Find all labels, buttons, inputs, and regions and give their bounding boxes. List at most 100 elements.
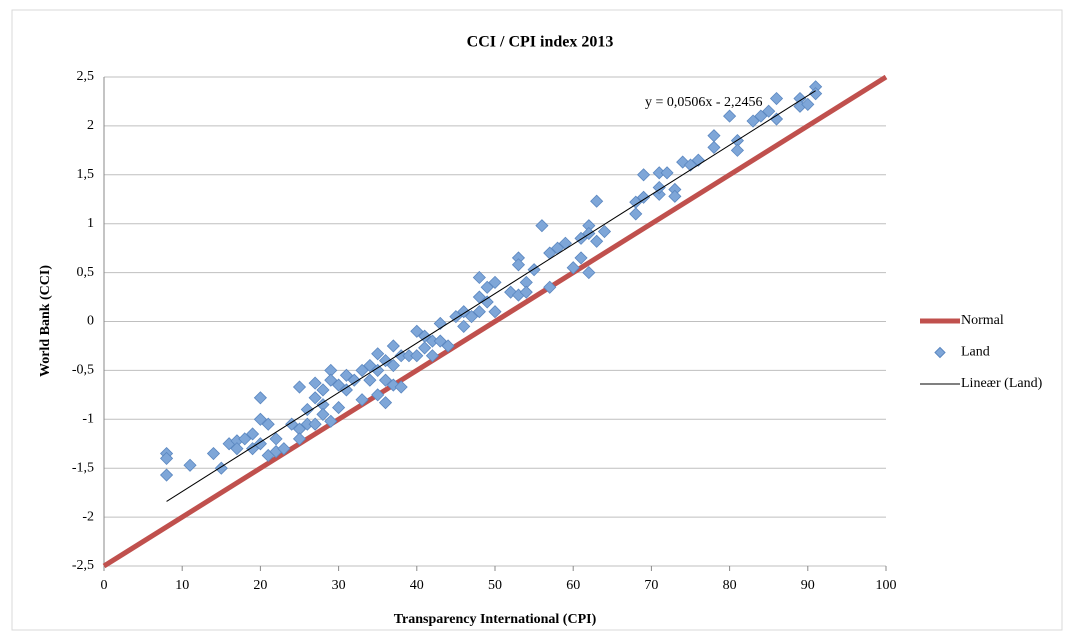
scatter-point bbox=[480, 295, 494, 309]
scatter-point bbox=[746, 114, 760, 128]
scatter-point bbox=[410, 349, 424, 363]
x-tick-label: 20 bbox=[253, 578, 267, 593]
scatter-point bbox=[762, 104, 776, 118]
scatter-point bbox=[378, 373, 393, 387]
y-tick-label: 0,5 bbox=[77, 265, 95, 280]
scatter-point bbox=[754, 109, 768, 123]
scatter-point bbox=[730, 143, 744, 157]
scatter-point bbox=[394, 380, 408, 394]
y-tick-label: 2,5 bbox=[77, 69, 95, 84]
x-tick-label: 10 bbox=[175, 578, 189, 593]
series-line bbox=[166, 90, 816, 502]
y-tick-label: -0,5 bbox=[72, 363, 94, 378]
scatter-point bbox=[449, 310, 463, 324]
y-tick-label: 1,5 bbox=[77, 167, 95, 182]
scatter-point bbox=[488, 275, 502, 289]
scatter-point bbox=[363, 358, 377, 373]
series-line bbox=[102, 74, 888, 569]
scatter-point bbox=[457, 319, 471, 333]
scatter-point bbox=[535, 219, 549, 233]
chart-title: CCI / CPI index 2013 bbox=[467, 34, 614, 51]
scatter-point bbox=[308, 417, 322, 431]
y-axis-label: World Bank (CCI) bbox=[38, 265, 53, 377]
scatter-point bbox=[637, 168, 651, 182]
scatter-point bbox=[519, 285, 533, 299]
scatter-point bbox=[629, 207, 643, 221]
x-tick-label: 60 bbox=[566, 578, 580, 593]
scatter-point bbox=[277, 442, 291, 456]
scatter-point bbox=[238, 432, 252, 446]
scatter-point bbox=[809, 87, 823, 101]
scatter-point bbox=[332, 378, 346, 392]
y-tick-label: -2,5 bbox=[72, 558, 94, 573]
x-tick-label: 50 bbox=[488, 578, 502, 593]
scatter-point bbox=[300, 402, 314, 417]
chart-frame bbox=[11, 9, 1063, 631]
scatter-point bbox=[246, 427, 260, 441]
scatter-point bbox=[363, 373, 377, 387]
x-tick-label: 30 bbox=[332, 578, 346, 593]
scatter-point bbox=[253, 412, 267, 426]
scatter-point bbox=[480, 280, 494, 294]
y-tick-label: 1 bbox=[87, 216, 94, 231]
scatter-point bbox=[543, 280, 557, 294]
scatter-point bbox=[261, 417, 275, 431]
scatter-point bbox=[292, 432, 307, 446]
scatter-point bbox=[801, 97, 815, 111]
scatter-point bbox=[285, 417, 299, 431]
scatter-point bbox=[378, 396, 393, 410]
scatter-point bbox=[574, 251, 588, 265]
x-axis-label: Transparency International (CPI) bbox=[394, 612, 597, 627]
scatter-point bbox=[769, 91, 784, 106]
scatter-point bbox=[371, 363, 385, 377]
scatter-point bbox=[652, 180, 666, 195]
scatter-point bbox=[316, 383, 330, 397]
legend-label: Lineær (Land) bbox=[961, 376, 1043, 391]
scatter-point bbox=[660, 166, 674, 180]
scatter-point bbox=[308, 376, 322, 390]
scatter-point bbox=[472, 270, 486, 285]
scatter-point bbox=[159, 451, 174, 465]
scatter-point bbox=[269, 432, 283, 446]
scatter-point bbox=[425, 349, 440, 363]
y-tick-label: -2 bbox=[82, 509, 94, 524]
scatter-point bbox=[292, 380, 307, 394]
scatter-point bbox=[410, 324, 424, 338]
scatter-point bbox=[355, 393, 369, 407]
scatter-point bbox=[324, 414, 338, 428]
scatter-point bbox=[433, 334, 447, 348]
x-tick-label: 40 bbox=[410, 578, 424, 593]
legend-symbol bbox=[934, 346, 946, 359]
scatter-point bbox=[590, 194, 604, 208]
scatter-point bbox=[566, 261, 580, 275]
scatter-point bbox=[355, 363, 369, 377]
scatter-point bbox=[441, 339, 455, 353]
scatter-point bbox=[597, 224, 612, 239]
x-tick-label: 0 bbox=[101, 578, 108, 593]
annotation: y = 0,0506x - 2,2456 bbox=[645, 95, 763, 110]
scatter-point bbox=[723, 109, 737, 123]
scatter-point bbox=[371, 347, 385, 361]
scatter-point bbox=[246, 442, 260, 456]
scatter-point bbox=[371, 388, 385, 402]
scatter-point bbox=[206, 446, 221, 461]
scatter-point bbox=[230, 442, 244, 456]
scatter-point bbox=[668, 189, 682, 203]
scatter-point bbox=[316, 407, 330, 421]
scatter-point bbox=[464, 310, 479, 324]
scatter-point bbox=[253, 391, 267, 405]
x-tick-label: 70 bbox=[644, 578, 658, 593]
scatter-point bbox=[339, 368, 353, 382]
scatter-point bbox=[386, 358, 400, 373]
scatter-point bbox=[378, 354, 393, 368]
scatter-point bbox=[339, 383, 353, 397]
scatter-point bbox=[159, 468, 174, 482]
y-tick-label: 0 bbox=[87, 314, 94, 329]
scatter-point bbox=[511, 258, 526, 272]
scatter-point bbox=[183, 458, 197, 472]
legend-label: Normal bbox=[961, 313, 1004, 328]
scatter-point bbox=[386, 339, 400, 353]
scatter-point bbox=[472, 305, 486, 319]
x-tick-label: 90 bbox=[801, 578, 815, 593]
